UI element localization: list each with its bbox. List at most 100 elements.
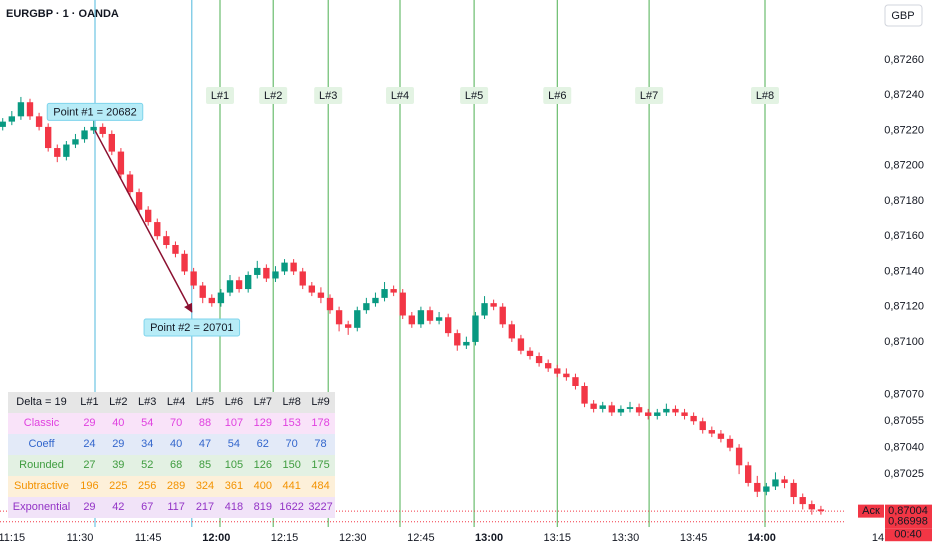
table-cell: 225: [103, 476, 133, 497]
level-label: L#2: [264, 90, 282, 102]
level-label: L#1: [211, 90, 229, 102]
table-header: L#6: [219, 392, 249, 413]
candle-body: [454, 333, 461, 346]
candle-body: [163, 236, 170, 245]
candle-body: [554, 368, 561, 374]
currency-label[interactable]: GBP: [891, 10, 914, 22]
point-arrow: [94, 130, 193, 313]
table-cell: 289: [161, 476, 191, 497]
candle-body: [45, 126, 52, 149]
x-tick-label: 13:15: [544, 532, 572, 544]
table-header: Delta = 19: [8, 392, 75, 413]
table-cell: 3227: [306, 497, 335, 518]
price-tag: 0,86998: [888, 516, 928, 528]
candle-body: [572, 377, 579, 386]
candle-body: [463, 341, 470, 346]
candle-body: [299, 271, 306, 286]
y-tick-label: 0,87040: [884, 442, 924, 454]
candle-body: [154, 222, 161, 237]
level-label: L#6: [548, 90, 566, 102]
candle-body: [681, 412, 688, 416]
candle-body: [272, 271, 279, 279]
candle-body: [126, 174, 134, 193]
x-tick-label: 13:45: [680, 532, 708, 544]
point-label-box: [143, 318, 241, 337]
x-tick-label: 12:45: [407, 532, 435, 544]
table-cell: 400: [248, 476, 278, 497]
level-label-box: [751, 87, 779, 104]
candle-body: [17, 102, 25, 117]
point-label-box: [46, 102, 144, 121]
level-label-box: [386, 87, 414, 104]
table-cell: 105: [219, 455, 249, 476]
candle-body: [690, 415, 697, 422]
table-row-name: Exponential: [8, 497, 75, 518]
y-tick-label: 0,87180: [884, 195, 924, 207]
candle-body: [390, 289, 397, 293]
candle-body: [663, 408, 670, 413]
table-cell: 54: [219, 434, 249, 455]
candle-body: [372, 297, 379, 304]
table-cell: 40: [161, 434, 191, 455]
candle-body: [326, 297, 334, 311]
table-cell: 68: [161, 455, 191, 476]
y-tick-label: 0,87100: [884, 336, 924, 348]
table-cell: 178: [306, 413, 335, 434]
table-cell: 67: [132, 497, 162, 518]
candle-body: [145, 209, 152, 223]
table-cell: 418: [219, 497, 249, 518]
table-cell: 324: [190, 476, 220, 497]
candle-body: [817, 509, 825, 512]
candle-body: [417, 310, 425, 325]
candle-body: [135, 192, 143, 210]
table-cell: 34: [132, 434, 162, 455]
table-cell: 40: [103, 413, 133, 434]
y-tick-label: 0,87070: [884, 389, 924, 401]
candle-body: [81, 130, 88, 140]
level-label-box: [635, 87, 664, 104]
x-tick-label: 11:30: [67, 532, 94, 544]
candle-body: [317, 292, 325, 298]
candle-body: [699, 421, 706, 431]
level-label: L#3: [319, 90, 337, 102]
table-cell: 256: [132, 476, 162, 497]
table-cell: 70: [161, 413, 191, 434]
candle-body: [345, 324, 352, 328]
level-label: L#5: [465, 90, 483, 102]
candle-body: [581, 385, 588, 404]
candle-body: [308, 285, 315, 293]
level-label: L#8: [756, 90, 774, 102]
candle-body: [117, 151, 125, 175]
table-cell: 29: [75, 413, 104, 434]
table-header: L#3: [132, 392, 162, 413]
candle-body: [190, 271, 197, 286]
chart-title: EURGBP · 1 · OANDA: [6, 8, 119, 20]
candle-body: [772, 479, 779, 487]
table-header: L#8: [277, 392, 307, 413]
candle-body: [290, 262, 297, 272]
table-cell: 27: [75, 455, 104, 476]
x-tick-label: 14:00: [748, 532, 776, 544]
candle-body: [735, 447, 743, 466]
table-cell: 150: [277, 455, 307, 476]
candle-body: [499, 306, 506, 325]
candle-body: [808, 504, 815, 510]
point-label: Point #1 = 20682: [53, 106, 137, 118]
candle-body: [545, 363, 552, 369]
candle-body: [99, 126, 106, 134]
candle-body: [654, 412, 661, 416]
candle-body: [108, 133, 115, 152]
x-tick-label: 12:15: [271, 532, 299, 544]
candle-body: [181, 253, 188, 272]
candle-body: [626, 407, 634, 409]
candle-body: [217, 292, 225, 304]
table-cell: 29: [75, 497, 104, 518]
candle-body: [381, 289, 388, 298]
table-cell: 153: [277, 413, 307, 434]
currency-button[interactable]: [884, 4, 923, 27]
table-cell: 47: [190, 434, 220, 455]
candles-layer: [0, 96, 825, 515]
price-tag-box: [885, 504, 932, 518]
table-cell: 85: [190, 455, 220, 476]
